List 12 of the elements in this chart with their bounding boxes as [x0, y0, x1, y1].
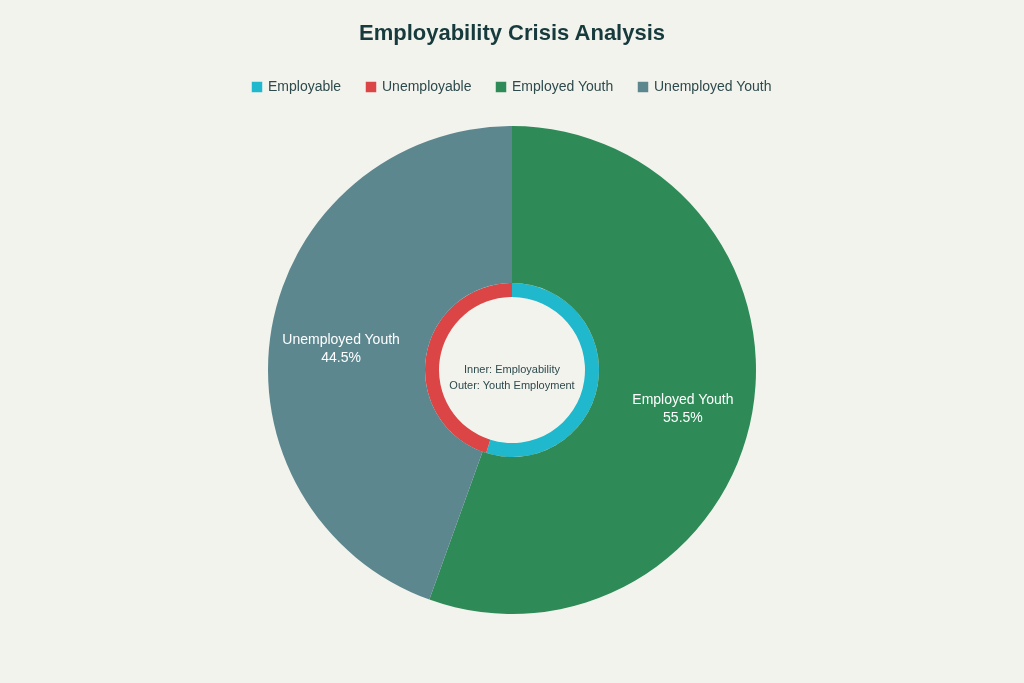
- slice-label: Unemployed Youth: [282, 331, 400, 348]
- slice-label: Employed Youth: [632, 390, 734, 407]
- legend-label: Employable: [268, 78, 342, 94]
- legend-label: Unemployable: [382, 78, 472, 94]
- legend-label: Employed Youth: [512, 78, 614, 94]
- text: Outer: Youth Employment: [449, 379, 575, 391]
- donut-slice: [429, 126, 756, 614]
- data-label: 44.5%: [321, 349, 361, 366]
- legend-label: Unemployed Youth: [654, 78, 772, 94]
- text: Inner: Employability: [464, 363, 561, 375]
- data-label: 55.5%: [663, 408, 703, 425]
- chart-title: Employability Crisis Analysis: [358, 20, 666, 45]
